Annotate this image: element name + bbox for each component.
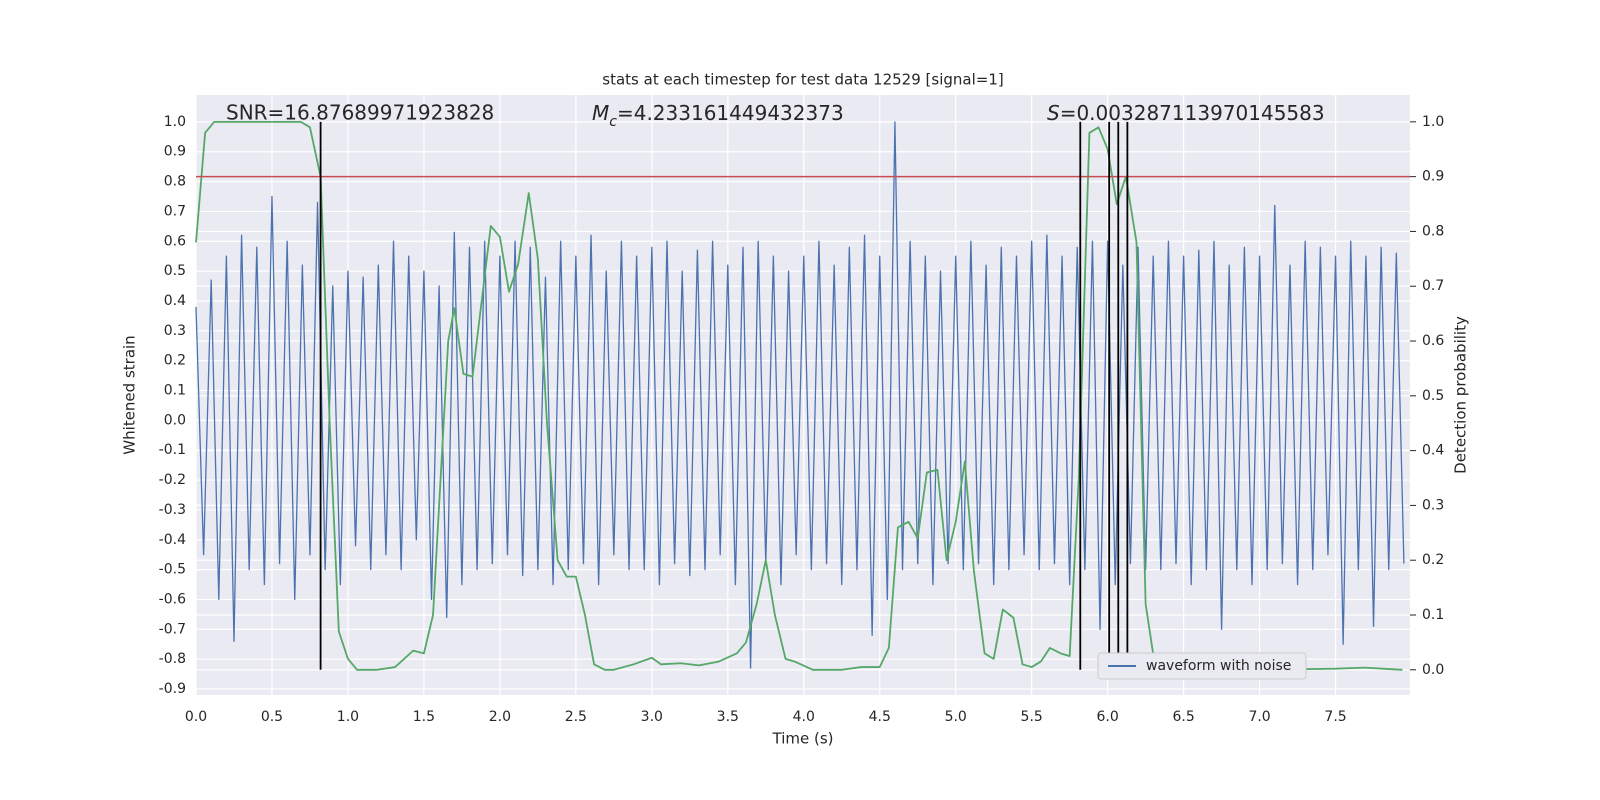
x-tick-label: 1.5 <box>413 709 435 725</box>
y2-tick-label: 0.3 <box>1422 497 1444 513</box>
x-tick-label: 5.0 <box>945 709 967 725</box>
y2-tick-label: 1.0 <box>1422 114 1444 130</box>
x-tick-label: 1.0 <box>337 709 359 725</box>
annotation-symbol: M <box>592 101 609 125</box>
y-tick-label: 1.0 <box>164 114 186 130</box>
series-line <box>195 120 1403 671</box>
y2-tick-label: 0.4 <box>1422 443 1444 459</box>
y-tick-label: -0.4 <box>159 532 186 548</box>
annotation-symbol: S <box>1047 101 1060 125</box>
y-axis-label: Whitened strain <box>121 335 139 454</box>
annotation: SNR=16.87689971923828 <box>226 101 494 125</box>
y-tick-label: -0.5 <box>159 562 186 578</box>
x-tick-label: 4.0 <box>793 709 815 725</box>
y-tick-label: -0.1 <box>159 442 186 458</box>
x-tick-label: 7.0 <box>1248 709 1270 725</box>
annotation: Mc=4.233161449432373 <box>592 101 844 131</box>
y-tick-label: 0.2 <box>164 353 186 369</box>
y2-tick-label: 0.6 <box>1422 333 1444 349</box>
annotation: S=0.003287113970145583 <box>1047 101 1325 125</box>
y-tick-label: -0.2 <box>159 472 186 488</box>
y-tick-label: 0.0 <box>164 412 186 428</box>
x-tick-label: 0.5 <box>261 709 283 725</box>
x-tick-label: 0.0 <box>185 709 207 725</box>
y-tick-label: 0.3 <box>164 323 186 339</box>
x-tick-label: 6.5 <box>1172 709 1194 725</box>
y-tick-label: -0.3 <box>159 502 186 518</box>
x-tick-label: 4.5 <box>869 709 891 725</box>
y2-axis-label: Detection probability <box>1452 316 1470 474</box>
annotation-subscript: c <box>609 114 617 130</box>
y-tick-label: -0.7 <box>159 621 186 637</box>
series-line <box>195 121 1405 669</box>
annotation-text: =4.233161449432373 <box>617 101 844 125</box>
y-tick-label: 0.7 <box>164 203 186 219</box>
x-tick-label: 3.5 <box>717 709 739 725</box>
y-tick-label: -0.8 <box>159 651 186 667</box>
y2-tick-label: 0.5 <box>1422 388 1444 404</box>
x-tick-label: 5.5 <box>1021 709 1043 725</box>
annotation-text: =0.003287113970145583 <box>1060 101 1325 125</box>
legend-box <box>1097 652 1307 680</box>
y2-tick-label: 0.0 <box>1422 662 1444 678</box>
y-tick-label: 0.5 <box>164 263 186 279</box>
y2-tick-label: 0.2 <box>1422 552 1444 568</box>
x-tick-label: 2.0 <box>489 709 511 725</box>
y-tick-label: 0.8 <box>164 174 186 190</box>
y-tick-label: 0.1 <box>164 383 186 399</box>
chart-title: stats at each timestep for test data 125… <box>602 71 1003 89</box>
x-tick-label: 2.5 <box>565 709 587 725</box>
y-tick-label: 0.4 <box>164 293 186 309</box>
y-tick-label: 0.6 <box>164 233 186 249</box>
y2-tick-label: 0.7 <box>1422 278 1444 294</box>
plot-area <box>196 95 1410 695</box>
x-axis-label: Time (s) <box>772 730 834 748</box>
y-tick-label: -0.9 <box>159 681 186 697</box>
legend-label: waveform with noise <box>1146 658 1291 674</box>
x-tick-label: 7.5 <box>1324 709 1346 725</box>
y2-tick-label: 0.1 <box>1422 607 1444 623</box>
y-tick-label: -0.6 <box>159 591 186 607</box>
x-tick-label: 3.0 <box>641 709 663 725</box>
y2-tick-label: 0.8 <box>1422 223 1444 239</box>
y-tick-label: 0.9 <box>164 144 186 160</box>
y2-tick-label: 0.9 <box>1422 169 1444 185</box>
x-tick-label: 6.0 <box>1097 709 1119 725</box>
